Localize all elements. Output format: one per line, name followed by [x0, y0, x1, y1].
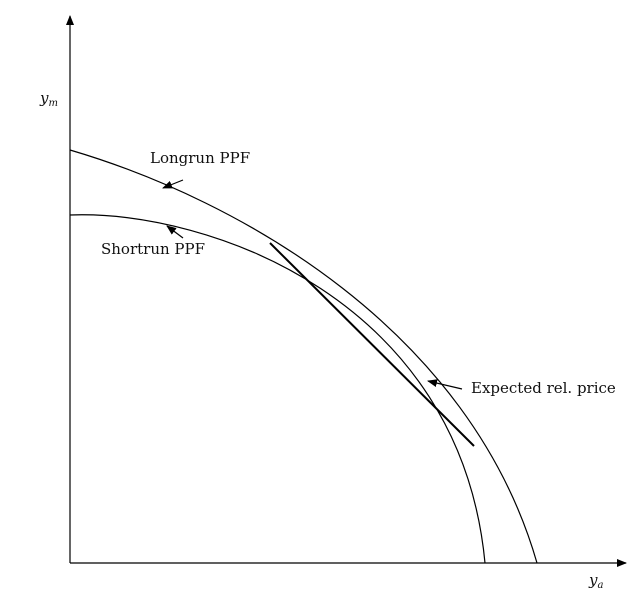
longrun-ppf-curve — [69, 149, 538, 564]
longrun-ppf-label: Longrun PPF — [150, 149, 250, 167]
price-pointer-arrow — [427, 379, 463, 390]
shortrun-pointer-arrow — [166, 225, 184, 239]
shortrun-ppf-curve — [69, 214, 486, 564]
expected-price-label: Expected rel. price — [471, 379, 616, 397]
expected-price-line — [269, 242, 475, 447]
y-axis-label: ym — [39, 89, 58, 109]
shortrun-ppf-label: Shortrun PPF — [101, 240, 205, 258]
x-axis-label: ya — [588, 571, 603, 590]
longrun-pointer-arrow — [162, 179, 184, 189]
